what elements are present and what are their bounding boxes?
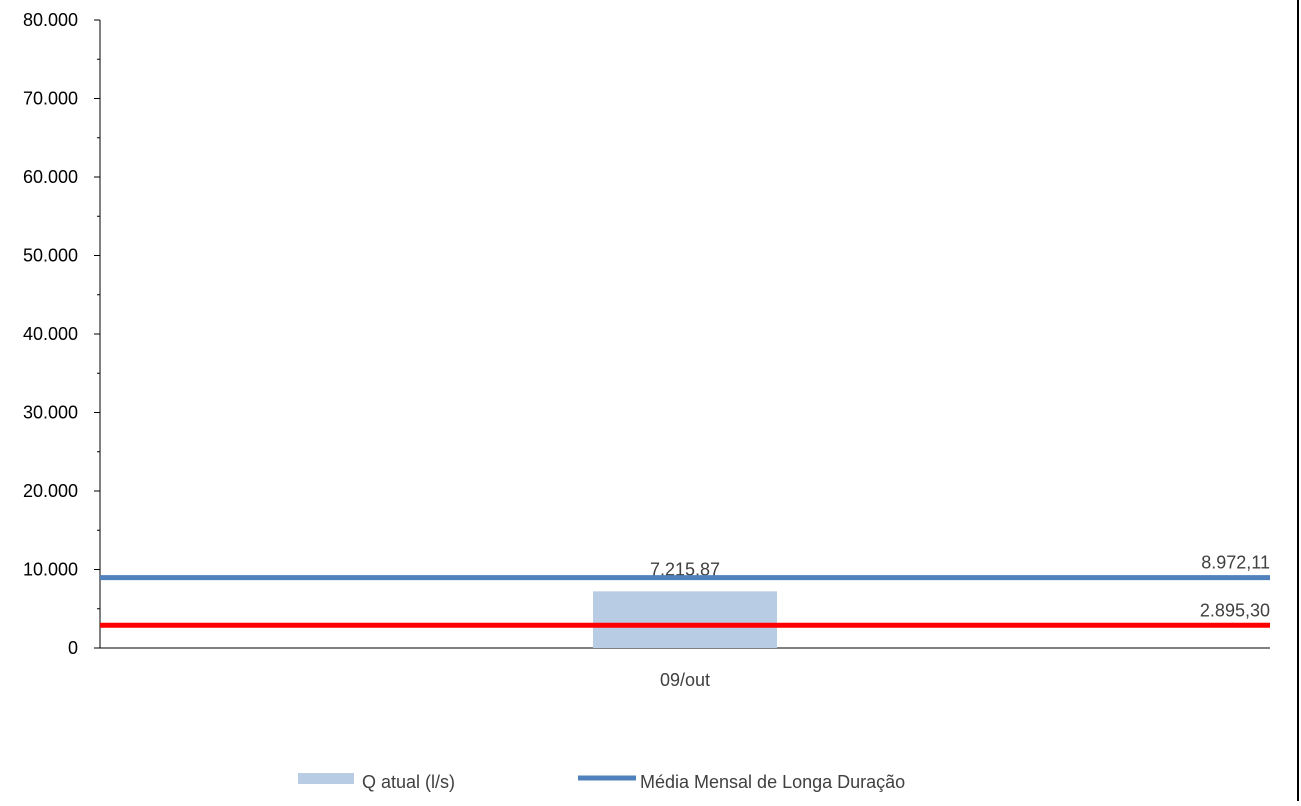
y-tick-label: 10.000 (23, 560, 78, 580)
legend-swatch-bar (298, 773, 354, 784)
reference-line-label: 2.895,30 (1200, 600, 1270, 620)
legend-label: Q atual (l/s) (362, 772, 455, 792)
chart-frame-border (1297, 0, 1299, 801)
bar (593, 591, 777, 648)
y-tick-label: 40.000 (23, 324, 78, 344)
bar-data-label: 7.215,87 (650, 559, 720, 579)
reference-line-label: 8.972,11 (1201, 553, 1270, 573)
y-tick-label: 60.000 (23, 167, 78, 187)
y-tick-label: 20.000 (23, 481, 78, 501)
y-tick-label: 70.000 (23, 89, 78, 109)
y-tick-label: 0 (68, 638, 78, 658)
legend-label: Média Mensal de Longa Duração (640, 772, 905, 792)
y-tick-label: 80.000 (23, 10, 78, 30)
y-tick-label: 30.000 (23, 403, 78, 423)
y-tick-label: 50.000 (23, 246, 78, 266)
x-tick-label: 09/out (660, 670, 710, 690)
